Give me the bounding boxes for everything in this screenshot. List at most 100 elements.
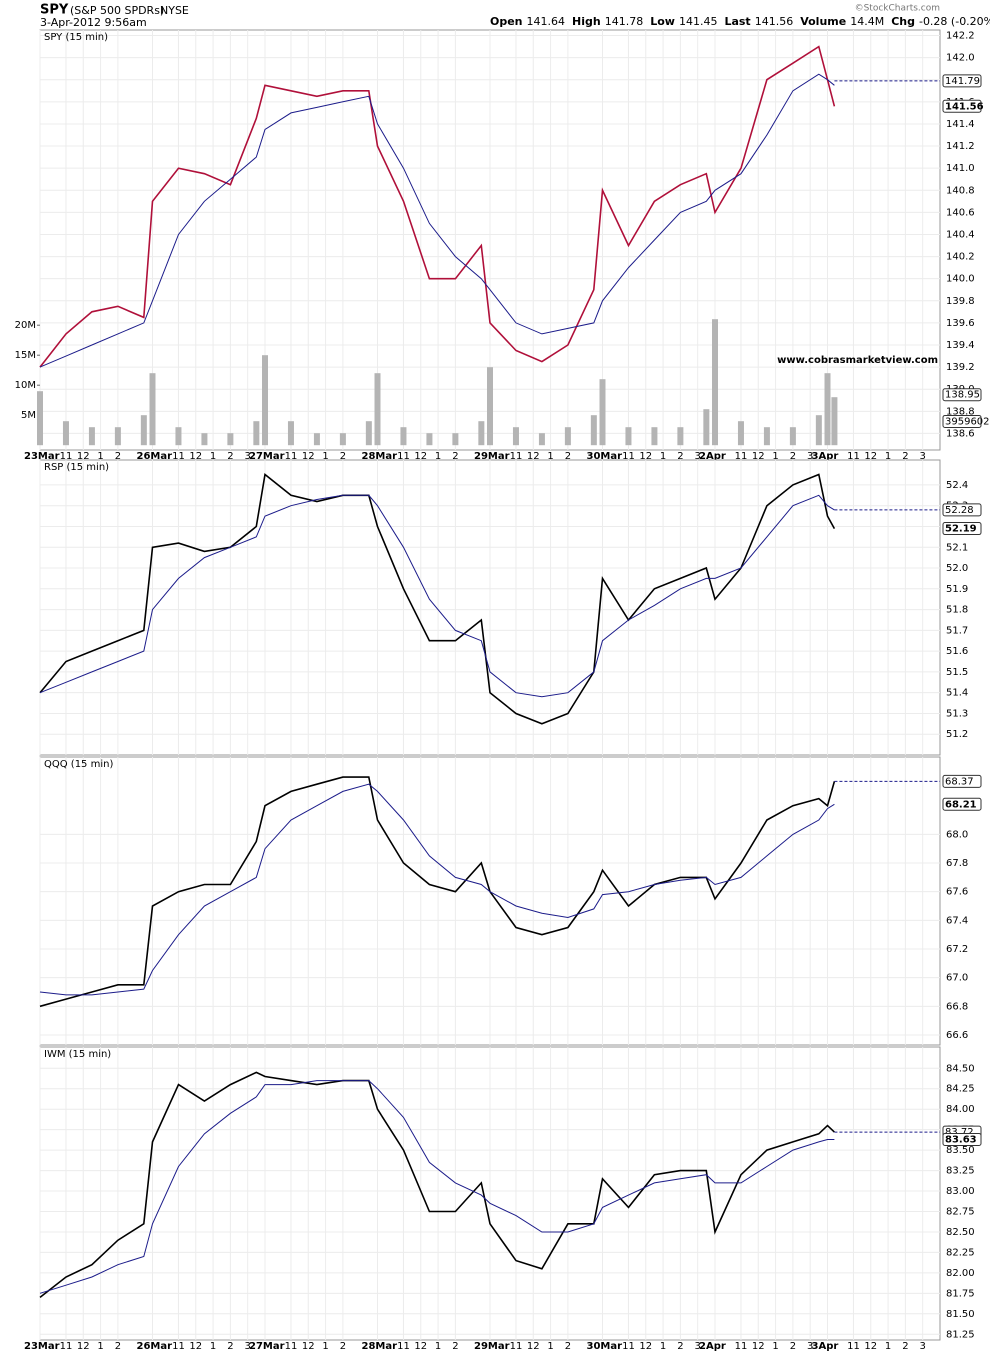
x-tick-label: 11 bbox=[60, 451, 73, 462]
volume-bar bbox=[339, 433, 346, 446]
quote-label: Low bbox=[650, 15, 675, 28]
y-tick-label: 82.50 bbox=[946, 1227, 975, 1238]
x-tick-label: 11 bbox=[510, 1341, 523, 1352]
x-tick-label: 3 bbox=[245, 1341, 251, 1352]
y-tick-label: 141.2 bbox=[946, 141, 975, 152]
y-tick-label: 81.75 bbox=[946, 1288, 975, 1299]
volume-bar bbox=[175, 427, 182, 446]
y-tick-label: 52.4 bbox=[946, 480, 968, 491]
volume-bar bbox=[538, 433, 545, 446]
y-tick-label: 83.25 bbox=[946, 1166, 975, 1177]
x-tick-label: 1 bbox=[97, 451, 103, 462]
x-tick-label: 2 bbox=[227, 451, 233, 462]
x-tick-label: 2 bbox=[452, 451, 458, 462]
y-tick-label: 139.6 bbox=[946, 318, 975, 329]
y-tick-label: 82.75 bbox=[946, 1207, 975, 1218]
price-label: 83.63 bbox=[945, 1134, 977, 1145]
volume-bar bbox=[712, 319, 718, 446]
price-line bbox=[39, 45, 836, 368]
volume-bar bbox=[789, 427, 796, 446]
volume-bar bbox=[37, 391, 43, 446]
y-tick-label: 140.4 bbox=[946, 229, 975, 240]
y-tick-label: 140.6 bbox=[946, 207, 975, 218]
quote-value: 141.64 bbox=[527, 15, 566, 28]
symbol: SPY bbox=[40, 3, 69, 18]
x-tick-label: 2Apr bbox=[699, 451, 726, 462]
quote-value: 141.78 bbox=[605, 15, 644, 28]
volume-bar bbox=[313, 433, 320, 446]
x-tick-label: 30Mar bbox=[587, 451, 623, 462]
x-tick-label: 2 bbox=[677, 1341, 683, 1352]
y-tick-label: 139.2 bbox=[946, 362, 975, 373]
volume-bar bbox=[677, 427, 684, 446]
x-tick-label: 1 bbox=[547, 451, 553, 462]
volume-bar bbox=[625, 427, 632, 446]
x-tick-label: 2Apr bbox=[699, 1341, 726, 1352]
x-tick-label: 3 bbox=[807, 1341, 813, 1352]
x-tick-label: 12 bbox=[77, 451, 90, 462]
y2-tick-label: 15M bbox=[15, 350, 36, 361]
x-tick-label: 3Apr bbox=[812, 1341, 839, 1352]
volume-bar bbox=[140, 415, 147, 446]
x-tick-label: 11 bbox=[622, 451, 635, 462]
volume-bar bbox=[590, 415, 597, 446]
volume-bar bbox=[253, 421, 260, 446]
price-label-box bbox=[942, 1132, 982, 1146]
y-tick-label: 139.8 bbox=[946, 296, 975, 307]
price-line bbox=[39, 1071, 835, 1299]
y-tick-label: 84.50 bbox=[946, 1063, 975, 1074]
quote-value: 141.56 bbox=[755, 15, 794, 28]
x-tick-label: 29Mar bbox=[474, 1341, 510, 1352]
y-tick-label: 51.8 bbox=[946, 605, 968, 616]
y-tick-label: 83.50 bbox=[946, 1145, 975, 1156]
volume-bar bbox=[374, 373, 381, 446]
y-tick-label: 51.2 bbox=[946, 729, 968, 740]
y-tick-label: 68.0 bbox=[946, 829, 968, 840]
x-tick-label: 2 bbox=[790, 451, 796, 462]
volume-bar bbox=[564, 427, 571, 446]
y-tick-label: 51.3 bbox=[946, 708, 968, 719]
y-tick-label: 51.7 bbox=[946, 625, 968, 636]
panel-title: QQQ (15 min) bbox=[44, 759, 113, 770]
y-tick-label: 52.0 bbox=[946, 563, 968, 574]
x-tick-label: 11 bbox=[847, 1341, 860, 1352]
x-tick-label: 3 bbox=[807, 451, 813, 462]
y-tick-label: 67.8 bbox=[946, 858, 968, 869]
x-tick-label: 26Mar bbox=[137, 1341, 173, 1352]
x-tick-label: 11 bbox=[735, 451, 748, 462]
volume-bar bbox=[149, 373, 156, 446]
volume-bar bbox=[487, 367, 493, 446]
price-label: 52.19 bbox=[945, 524, 977, 535]
price-label: 83.72 bbox=[945, 1127, 974, 1138]
x-tick-label: 3Apr bbox=[812, 451, 839, 462]
x-tick-label: 27Mar bbox=[249, 1341, 285, 1352]
x-tick-label: 29Mar bbox=[474, 451, 510, 462]
quote-value: 14.4M bbox=[850, 15, 884, 28]
x-tick-label: 12 bbox=[302, 1341, 315, 1352]
volume-bar bbox=[831, 397, 838, 446]
x-tick-label: 23Mar bbox=[24, 1341, 60, 1352]
x-tick-label: 28Mar bbox=[362, 451, 398, 462]
y2-tick-label: 10M bbox=[15, 380, 36, 391]
x-tick-label: 2 bbox=[565, 1341, 571, 1352]
volume-bar bbox=[114, 427, 121, 446]
quote-value: 141.45 bbox=[679, 15, 718, 28]
x-tick-label: 1 bbox=[885, 1341, 891, 1352]
x-tick-label: 11 bbox=[622, 1341, 635, 1352]
quote-label: Last bbox=[724, 15, 750, 28]
x-tick-label: 11 bbox=[285, 1341, 298, 1352]
x-tick-label: 2 bbox=[340, 1341, 346, 1352]
x-tick-label: 12 bbox=[414, 1341, 427, 1352]
x-tick-label: 2 bbox=[340, 451, 346, 462]
y-tick-label: 140.8 bbox=[946, 185, 975, 196]
volume-bar bbox=[400, 427, 407, 446]
x-tick-label: 11 bbox=[172, 1341, 185, 1352]
x-tick-label: 11 bbox=[847, 451, 860, 462]
y-tick-label: 142.2 bbox=[946, 31, 975, 42]
y-tick-label: 51.5 bbox=[946, 667, 968, 678]
x-tick-label: 12 bbox=[752, 451, 765, 462]
y-tick-label: 81.50 bbox=[946, 1309, 975, 1320]
quote-label: Chg bbox=[891, 15, 915, 28]
volume-bar bbox=[763, 427, 770, 446]
y-tick-label: 82.25 bbox=[946, 1247, 975, 1258]
